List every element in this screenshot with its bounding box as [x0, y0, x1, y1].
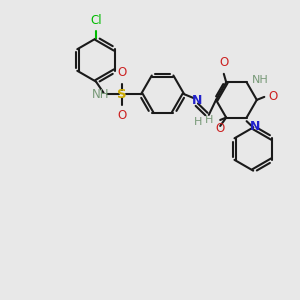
Text: N: N	[250, 120, 260, 133]
Text: Cl: Cl	[90, 14, 102, 27]
Text: S: S	[117, 88, 127, 101]
Text: NH: NH	[92, 88, 109, 101]
Text: O: O	[118, 109, 127, 122]
Text: H: H	[205, 115, 213, 125]
Text: NH: NH	[252, 75, 269, 85]
Text: O: O	[118, 66, 127, 79]
Text: N: N	[192, 94, 202, 107]
Text: O: O	[269, 90, 278, 104]
Text: H: H	[194, 117, 202, 127]
Text: O: O	[216, 122, 225, 135]
Text: O: O	[219, 56, 228, 69]
